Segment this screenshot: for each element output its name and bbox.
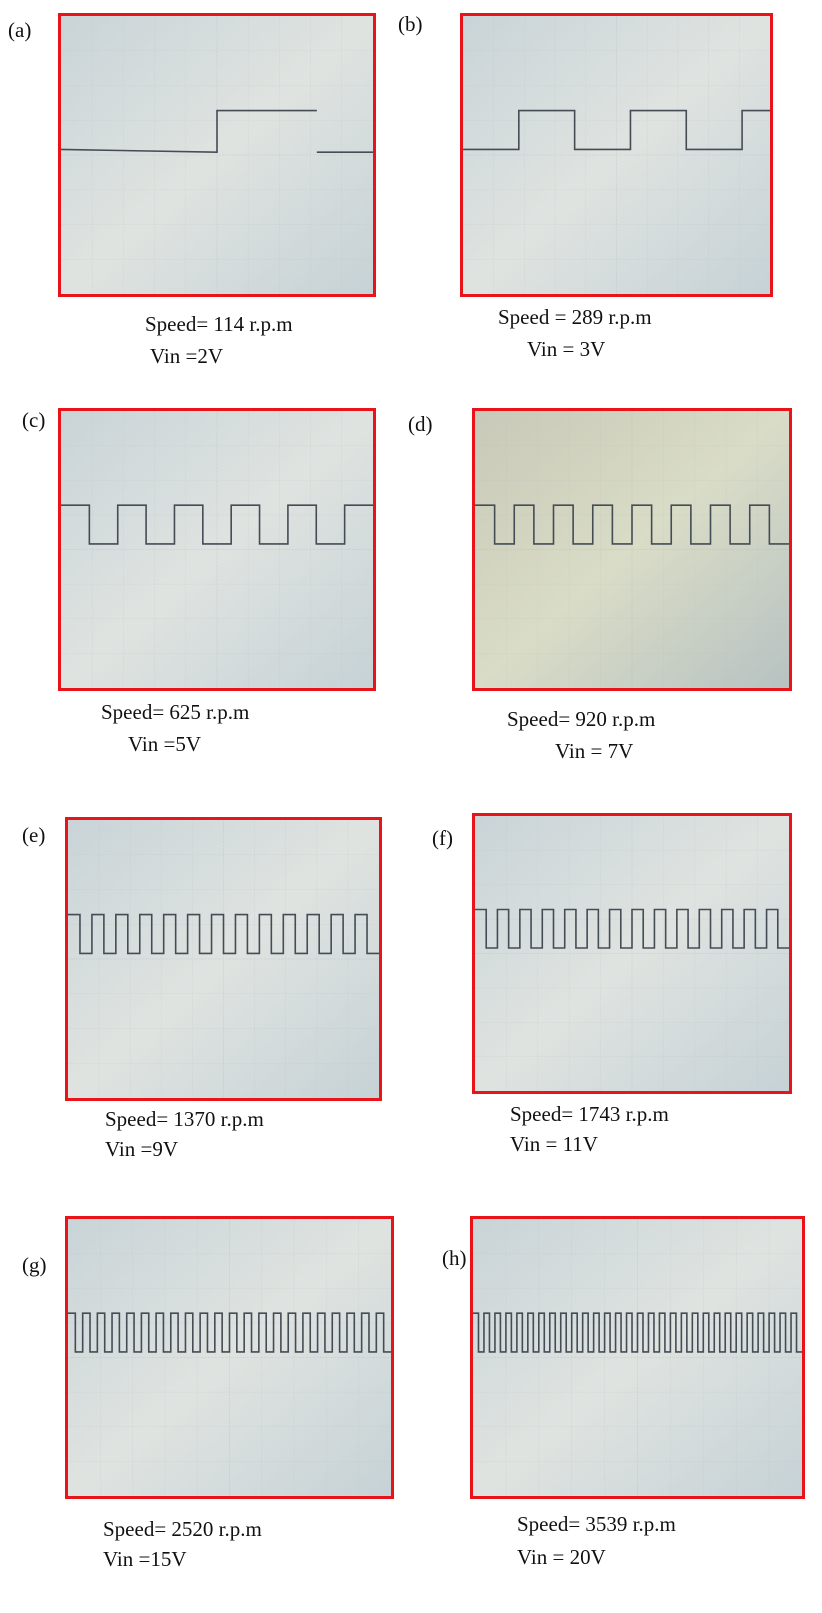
speed-caption: Speed= 3539 r.p.m bbox=[517, 1512, 676, 1536]
waveform bbox=[68, 915, 379, 954]
screen-graphic bbox=[61, 411, 373, 688]
waveform bbox=[68, 1313, 391, 1352]
screen-graphic bbox=[475, 411, 789, 688]
waveform bbox=[475, 505, 789, 544]
panel-label: (b) bbox=[398, 12, 423, 36]
speed-caption: Speed= 920 r.p.m bbox=[507, 707, 656, 731]
vin-caption: Vin = 11V bbox=[510, 1132, 598, 1156]
waveform bbox=[463, 111, 770, 150]
panel-label: (h) bbox=[442, 1246, 467, 1270]
screen-graphic bbox=[68, 1219, 391, 1496]
speed-caption: Speed= 1743 r.p.m bbox=[510, 1102, 669, 1126]
screen-graphic bbox=[463, 16, 770, 294]
oscilloscope-screen bbox=[65, 1216, 394, 1499]
speed-caption: Speed= 114 r.p.m bbox=[145, 312, 293, 336]
speed-caption: Speed= 1370 r.p.m bbox=[105, 1107, 264, 1131]
panel-label: (f) bbox=[432, 826, 453, 850]
panel-label: (c) bbox=[22, 408, 46, 432]
oscilloscope-screen bbox=[470, 1216, 805, 1499]
speed-caption: Speed= 2520 r.p.m bbox=[103, 1517, 262, 1541]
panel-label: (e) bbox=[22, 823, 46, 847]
panel-label: (g) bbox=[22, 1253, 47, 1277]
oscilloscope-screen bbox=[58, 408, 376, 691]
speed-caption: Speed = 289 r.p.m bbox=[498, 305, 652, 329]
vin-caption: Vin = 20V bbox=[517, 1545, 606, 1569]
oscilloscope-screen bbox=[65, 817, 382, 1101]
waveform bbox=[61, 111, 373, 153]
waveform bbox=[61, 505, 373, 544]
oscilloscope-screen bbox=[460, 13, 773, 297]
screen-graphic bbox=[61, 16, 373, 294]
screen-graphic bbox=[68, 820, 379, 1098]
screen-graphic bbox=[475, 816, 789, 1091]
vin-caption: Vin =9V bbox=[105, 1137, 178, 1161]
vin-caption: Vin =15V bbox=[103, 1547, 187, 1571]
oscilloscope-screen bbox=[58, 13, 376, 297]
vin-caption: Vin =2V bbox=[150, 344, 223, 368]
speed-caption: Speed= 625 r.p.m bbox=[101, 700, 250, 724]
panel-label: (d) bbox=[408, 412, 433, 436]
oscilloscope-screen bbox=[472, 408, 792, 691]
waveform bbox=[475, 910, 789, 949]
panel-label: (a) bbox=[8, 18, 32, 42]
vin-caption: Vin = 3V bbox=[527, 337, 606, 361]
waveform bbox=[473, 1313, 802, 1352]
oscilloscope-screen bbox=[472, 813, 792, 1094]
screen-graphic bbox=[473, 1219, 802, 1496]
vin-caption: Vin = 7V bbox=[555, 739, 634, 763]
vin-caption: Vin =5V bbox=[128, 732, 201, 756]
